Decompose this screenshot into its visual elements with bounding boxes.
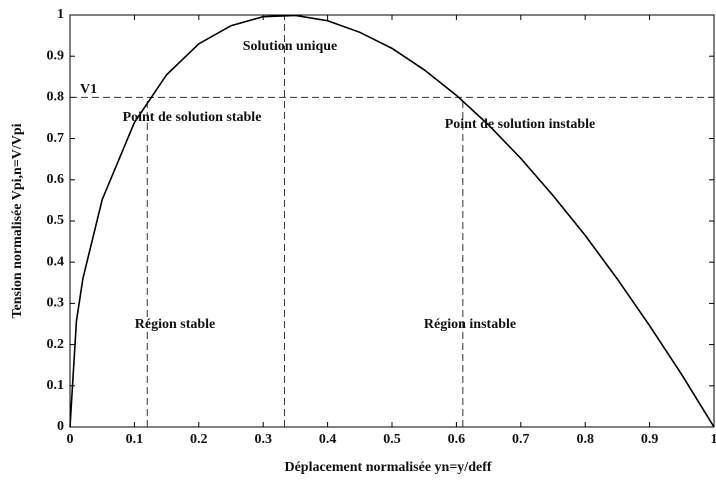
y-tick-label: 0.2 [47,337,65,352]
x-tick-label: 0 [67,432,74,447]
x-tick-label: 1 [711,432,716,447]
plot-frame [69,14,715,428]
y-tick-label: 0.7 [47,131,65,146]
y-tick-label: 0.1 [47,378,65,393]
annotation: Région instable [424,317,516,332]
x-tick-label: 0.6 [448,432,466,447]
x-tick-label: 0.1 [126,432,144,447]
x-tick-label: 0.8 [576,432,594,447]
annotation: Point de solution stable [123,110,262,125]
y-tick-label: 0.9 [47,48,65,63]
x-tick-label: 0.9 [641,432,659,447]
annotation: Solution unique [243,39,338,54]
curve [69,14,715,428]
annotation: Point de solution instable [445,117,596,132]
x-tick-label: 0.2 [190,432,208,447]
x-tick-label: 0.4 [319,432,337,447]
annotation: Région stable [135,317,216,332]
y-tick-label: 0.3 [47,296,65,311]
x-tick-label: 0.7 [512,432,530,447]
y-tick-label: 0.5 [47,213,65,228]
annotation: V1 [80,82,97,97]
x-tick-label: 0.5 [383,432,401,447]
y-tick-label: 0.8 [47,90,65,105]
x-tick-label: 0.3 [254,432,272,447]
x-axis-label: Déplacement normalisée yn=y/deff [284,460,491,475]
y-tick-label: 1 [57,7,64,22]
y-tick-label: 0 [57,419,64,434]
y-tick-label: 0.6 [47,172,65,187]
y-tick-label: 0.4 [47,254,65,269]
y-axis-label: Tension normalisée Vpi,n=V/Vpi [10,123,25,318]
